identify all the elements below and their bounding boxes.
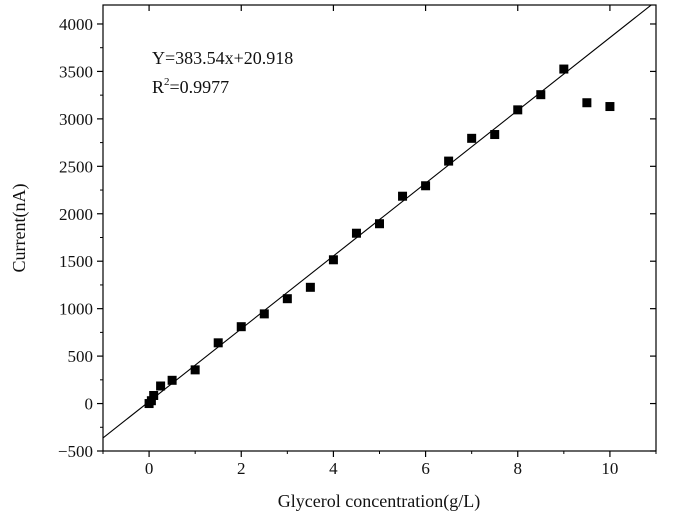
y-tick-label: 4000 xyxy=(59,15,93,34)
y-axis-title: Current(nA) xyxy=(9,184,30,273)
y-tick-label: 500 xyxy=(68,347,94,366)
y-tick-label: 3000 xyxy=(59,110,93,129)
data-point xyxy=(536,90,546,100)
data-point xyxy=(582,98,592,108)
data-point xyxy=(190,365,200,375)
data-point xyxy=(467,133,477,143)
y-tick-label: 2500 xyxy=(59,157,93,176)
y-tick-label: 2000 xyxy=(59,205,93,224)
data-point xyxy=(398,191,408,201)
r-squared-superscript: 2 xyxy=(164,76,170,88)
data-point xyxy=(421,181,431,191)
y-tick-label: 1000 xyxy=(59,300,93,319)
x-tick-label: 4 xyxy=(329,459,338,478)
x-tick-label: 10 xyxy=(601,459,618,478)
y-tick-label: 1500 xyxy=(59,252,93,271)
y-axis-ticks: −500 0 500 1000 1500 2000 2500 3000 3500 4000 xyxy=(58,15,656,461)
data-point xyxy=(351,228,361,238)
data-point xyxy=(559,64,569,74)
data-point xyxy=(305,282,315,292)
data-point xyxy=(328,255,338,265)
data-point xyxy=(167,375,177,385)
data-point xyxy=(490,130,500,140)
x-tick-label: 0 xyxy=(145,459,154,478)
y-tick-label: 3500 xyxy=(59,62,93,81)
r-squared-value: =0.9977 xyxy=(170,77,230,97)
x-tick-label: 6 xyxy=(421,459,430,478)
x-tick-label: 2 xyxy=(237,459,246,478)
r-squared: R2=0.9977 xyxy=(152,76,229,97)
fit-equation: Y=383.54x+20.918 xyxy=(152,48,293,68)
y-tick-label: −500 xyxy=(58,442,93,461)
data-point xyxy=(375,219,384,229)
data-point xyxy=(156,381,166,391)
data-point xyxy=(236,322,246,332)
data-point xyxy=(146,396,156,406)
x-tick-label: 8 xyxy=(514,459,523,478)
data-points-layer xyxy=(144,64,615,409)
data-point xyxy=(444,156,454,166)
r-squared-prefix: R xyxy=(152,77,164,97)
data-point xyxy=(282,294,292,304)
data-point xyxy=(259,309,269,319)
data-point xyxy=(605,102,615,112)
x-axis-title: Glycerol concentration(g/L) xyxy=(278,491,480,512)
y-tick-label: 0 xyxy=(85,395,94,414)
data-point xyxy=(149,390,159,400)
data-point xyxy=(513,105,523,115)
data-point xyxy=(213,338,223,348)
x-axis-ticks: 0 2 4 6 8 10 xyxy=(102,5,657,478)
